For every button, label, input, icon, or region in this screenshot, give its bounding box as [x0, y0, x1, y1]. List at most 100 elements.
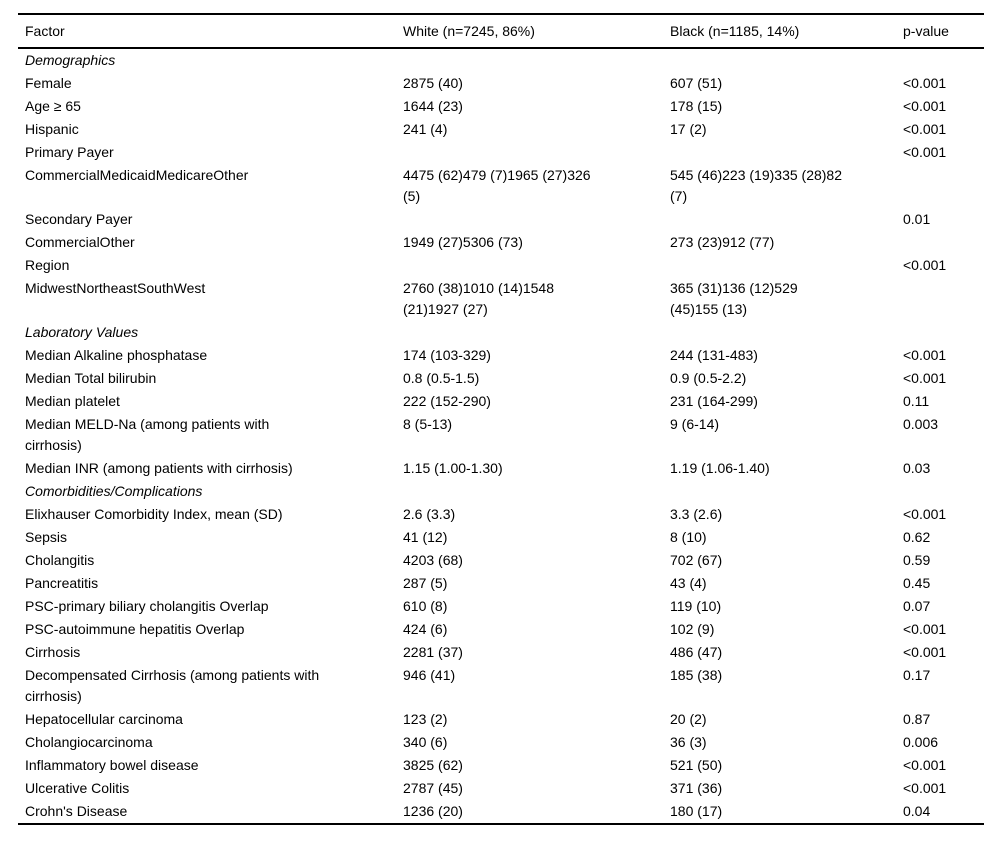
table-row: Cirrhosis 2281 (37) 486 (47) <0.001: [18, 641, 984, 664]
header-row: Factor White (n=7245, 86%) Black (n=1185…: [18, 14, 984, 49]
black-cell: 9 (6-14): [670, 416, 720, 432]
black-cell: 119 (10): [670, 598, 722, 614]
table-row: Age ≥ 65 1644 (23) 178 (15) <0.001: [18, 95, 984, 118]
white-cell: 1644 (23): [403, 98, 463, 114]
black-cell: [670, 208, 903, 231]
p-cell: <0.001: [903, 621, 947, 637]
black-cell: 178 (15): [670, 98, 723, 114]
white-cell: 424 (6): [403, 621, 448, 637]
p-cell: 0.45: [903, 575, 931, 591]
p-cell: <0.001: [903, 347, 947, 363]
factor-cell: CommercialOther: [25, 234, 135, 250]
factor-cell: CommercialMedicaidMedicareOther: [25, 167, 249, 183]
factor-cell: Hispanic: [25, 121, 79, 137]
factor-cell: Decompensated Cirrhosis (among patients …: [25, 667, 320, 704]
white-cell: 340 (6): [403, 734, 448, 750]
p-cell: 0.07: [903, 598, 931, 614]
p-cell: 0.01: [903, 211, 931, 227]
factor-cell: Region: [25, 257, 70, 273]
table-row: Elixhauser Comorbidity Index, mean (SD) 2…: [18, 503, 984, 526]
p-cell: [903, 231, 984, 254]
factor-cell: Female: [25, 75, 72, 91]
factor-cell: Elixhauser Comorbidity Index, mean (SD): [25, 506, 283, 522]
p-cell: 0.03: [903, 460, 931, 476]
white-cell: [403, 48, 670, 72]
column-header-p-value: p-value: [903, 14, 984, 49]
column-header-white: White (n=7245, 86%): [403, 14, 670, 49]
patient-characteristics-table: Factor White (n=7245, 86%) Black (n=1185…: [18, 13, 984, 825]
black-cell: [670, 254, 903, 277]
white-cell: 1236 (20): [403, 803, 463, 819]
black-cell: 180 (17): [670, 803, 723, 819]
p-cell: 0.11: [903, 393, 930, 409]
black-cell: 3.3 (2.6): [670, 506, 723, 522]
white-cell: 610 (8): [403, 598, 448, 614]
p-cell: 0.003: [903, 416, 939, 432]
column-header-black: Black (n=1185, 14%): [670, 14, 903, 49]
white-cell: 123 (2): [403, 711, 448, 727]
white-cell: 946 (41): [403, 667, 456, 683]
table-row: CommercialOther 1949 (27)5306 (73) 273 (23…: [18, 231, 984, 254]
factor-cell: Cholangitis: [25, 552, 95, 568]
black-cell: [670, 480, 903, 503]
factor-cell: Laboratory Values: [25, 324, 139, 340]
black-cell: 17 (2): [670, 121, 707, 137]
white-cell: 1949 (27)5306 (73): [403, 234, 523, 250]
p-cell: <0.001: [903, 506, 947, 522]
table-row: Decompensated Cirrhosis (among patients …: [18, 664, 984, 708]
black-cell: 521 (50): [670, 757, 723, 773]
black-cell: 8 (10): [670, 529, 707, 545]
p-cell: [903, 321, 984, 344]
p-cell: [903, 164, 984, 208]
white-cell: 174 (103-329): [403, 347, 491, 363]
factor-cell: Median Alkaline phosphatase: [25, 347, 208, 363]
p-cell: <0.001: [903, 75, 947, 91]
table-row: Crohn's Disease 1236 (20) 180 (17) 0.04: [18, 800, 984, 824]
white-cell: 2787 (45): [403, 780, 463, 796]
factor-cell: MidwestNortheastSouthWest: [25, 280, 206, 296]
factor-cell: Primary Payer: [25, 144, 114, 160]
table-row: Sepsis 41 (12) 8 (10) 0.62: [18, 526, 984, 549]
black-cell: 545 (46)223 (19)335 (28)82 (7): [670, 167, 843, 204]
black-cell: 486 (47): [670, 644, 723, 660]
black-cell: 102 (9): [670, 621, 715, 637]
white-cell: 8 (5-13): [403, 416, 453, 432]
black-cell: [670, 48, 903, 72]
p-cell: 0.17: [903, 667, 931, 683]
table-row: Median INR (among patients with cirrhosi…: [18, 457, 984, 480]
black-cell: 702 (67): [670, 552, 723, 568]
table-row: Median Alkaline phosphatase 174 (103-329)…: [18, 344, 984, 367]
table-row: Female 2875 (40) 607 (51) <0.001: [18, 72, 984, 95]
black-cell: 185 (38): [670, 667, 723, 683]
white-cell: 1.15 (1.00-1.30): [403, 460, 503, 476]
p-cell: 0.87: [903, 711, 931, 727]
p-cell: <0.001: [903, 257, 947, 273]
white-cell: [403, 208, 670, 231]
table-row: Region <0.001: [18, 254, 984, 277]
patient-characteristics-table-container: Factor White (n=7245, 86%) Black (n=1185…: [18, 13, 984, 825]
table-header: Factor White (n=7245, 86%) Black (n=1185…: [18, 14, 984, 49]
p-cell: [903, 277, 984, 321]
white-cell: 0.8 (0.5-1.5): [403, 370, 480, 386]
white-cell: 4475 (62)479 (7)1965 (27)326 (5): [403, 167, 591, 204]
white-cell: 2760 (38)1010 (14)1548 (21)1927 (27): [403, 280, 555, 317]
table-body: Demographics Female 2875 (40) 607 (51) <0.00…: [18, 48, 984, 824]
black-cell: [670, 141, 903, 164]
table-row: Median Total bilirubin 0.8 (0.5-1.5) 0.9 (…: [18, 367, 984, 390]
p-cell: <0.001: [903, 757, 947, 773]
black-cell: 607 (51): [670, 75, 723, 91]
column-header-factor: Factor: [18, 14, 403, 49]
black-cell: 231 (164-299): [670, 393, 758, 409]
p-cell: <0.001: [903, 98, 947, 114]
white-cell: 2875 (40): [403, 75, 463, 91]
p-cell: <0.001: [903, 370, 947, 386]
p-cell: [903, 480, 984, 503]
factor-cell: Ulcerative Colitis: [25, 780, 130, 796]
white-cell: [403, 480, 670, 503]
white-cell: 2281 (37): [403, 644, 463, 660]
table-row: Hepatocellular carcinoma 123 (2) 20 (2) 0.8…: [18, 708, 984, 731]
black-cell: 273 (23)912 (77): [670, 234, 775, 250]
p-cell: <0.001: [903, 644, 947, 660]
factor-cell: Sepsis: [25, 529, 68, 545]
p-cell: 0.04: [903, 803, 931, 819]
